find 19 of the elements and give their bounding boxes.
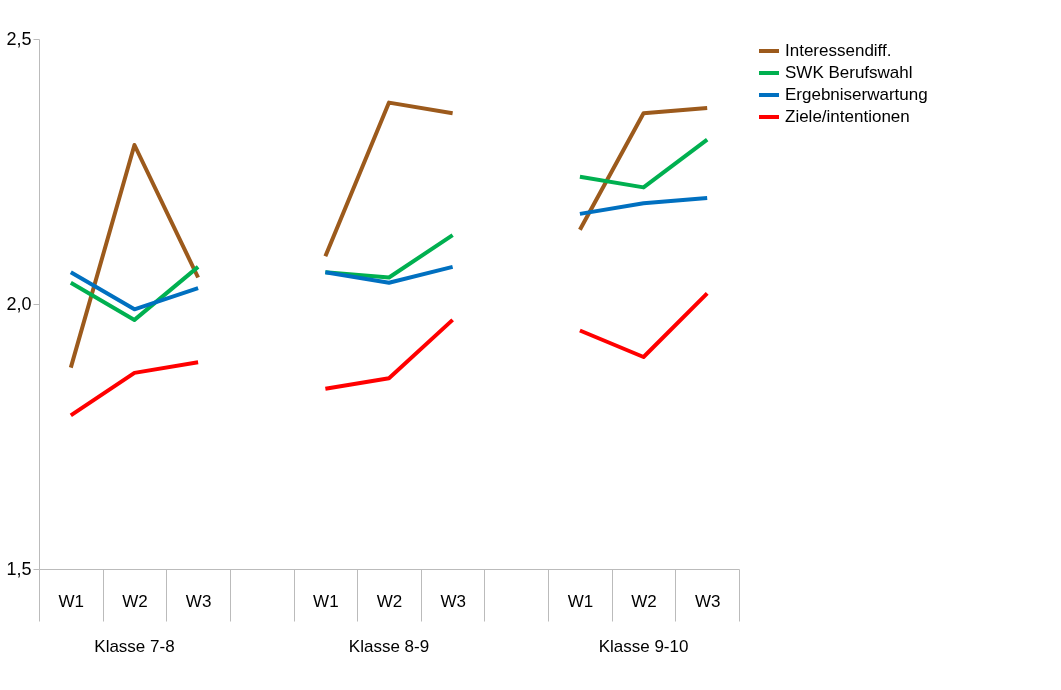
legend-label: Interessendiff. <box>785 41 892 60</box>
x-tick-label: W3 <box>185 591 212 611</box>
x-tick-label: W1 <box>567 591 594 611</box>
x-tick-label: W2 <box>631 591 657 611</box>
x-tick-label: W3 <box>694 591 721 611</box>
text: Klasse 7-8 <box>94 637 175 656</box>
legend-label: Ziele/intentionen <box>785 107 910 126</box>
y-tick-label: 2,0 <box>6 293 32 314</box>
y-tick-label: 2,5 <box>6 28 32 49</box>
y-tick-label: 1,5 <box>6 558 32 579</box>
legend-label: Ergebniserwartung <box>785 85 928 104</box>
text: Klasse 8-9 <box>348 637 430 656</box>
text: Klasse 9-10 <box>598 637 689 656</box>
x-tick-label: W1 <box>313 591 339 611</box>
x-tick-label: W2 <box>376 591 403 611</box>
x-tick-label: W1 <box>58 591 85 611</box>
x-tick-label: W3 <box>440 591 466 611</box>
legend-label: SWK Berufswahl <box>785 63 913 82</box>
x-tick-label: W2 <box>122 591 148 611</box>
